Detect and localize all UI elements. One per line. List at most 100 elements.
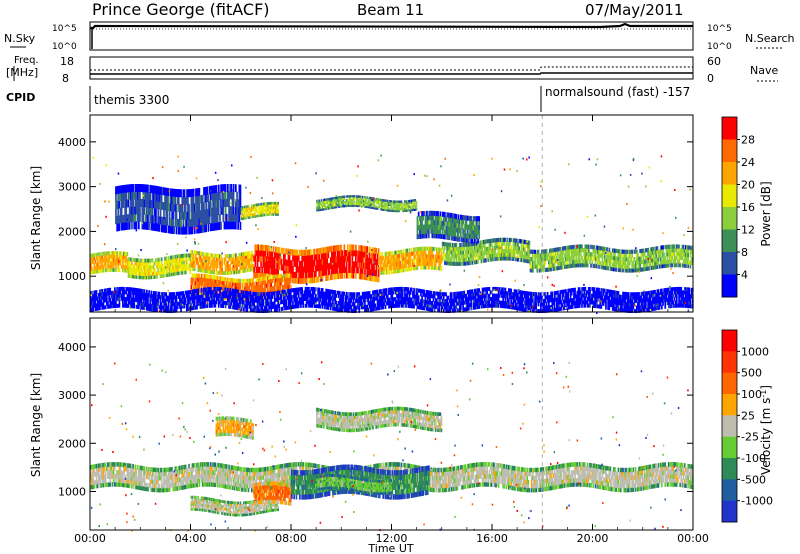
nsearch-tick-bottom: 10^0 <box>707 42 732 52</box>
x-axis-label: Time UT <box>367 542 413 554</box>
freq-tick-top: 18 <box>60 55 74 68</box>
velocity-cbar-swatch-8 <box>722 500 737 523</box>
freq-label-bottom: [MHz] <box>6 66 38 79</box>
freq-panel <box>89 56 694 80</box>
beam-label: Beam 11 <box>357 1 424 19</box>
power-speckles <box>90 154 694 314</box>
velocity-band-5 <box>215 416 254 440</box>
power-plot <box>90 115 694 314</box>
nsky-label: N.Sky <box>4 32 36 45</box>
station-title: Prince George (fitACF) <box>92 0 270 19</box>
date-label: 07/May/2011 <box>585 1 683 19</box>
velocity-cbar-tick-1: 500 <box>741 367 762 380</box>
power-ylabel: Slant Range [km] <box>29 166 43 270</box>
power-cbar-swatch-5 <box>722 229 737 253</box>
velocity-band-6 <box>316 406 443 433</box>
power-cbar-tick-1: 8 <box>741 246 748 259</box>
power-cbar-tick-0: 4 <box>741 269 748 282</box>
freq-trace <box>90 72 693 75</box>
nsky-tick-bottom: 10^0 <box>52 42 77 52</box>
power-band-9 <box>316 195 418 213</box>
nsearch-tick-top: 10^5 <box>707 24 732 34</box>
power-cbar-swatch-2 <box>722 162 737 185</box>
velocity-speckles <box>90 361 689 532</box>
nsky-tick-top: 10^5 <box>52 24 77 34</box>
power-ytick-label-3: 4000 <box>58 136 86 149</box>
velocity-cbar-tick-5: -100 <box>741 452 766 465</box>
power-colorbar-label: Power [dB] <box>759 181 773 246</box>
velocity-y-ticks: 1000 2000 3000 4000 <box>58 341 693 498</box>
power-cbar-tick-6: 28 <box>741 134 755 147</box>
power-ytick-label-0: 1000 <box>58 270 86 283</box>
power-cbar-tick-5: 24 <box>741 156 755 169</box>
x-tick-label-3: 12:00 <box>376 532 408 545</box>
power-cbar-tick-3: 16 <box>741 201 755 214</box>
power-band-6 <box>529 244 694 273</box>
velocity-band-4 <box>316 474 393 495</box>
x-tick-label-0: 00:00 <box>74 532 106 545</box>
velocity-cbar-tick-3: 25 <box>741 409 755 422</box>
x-axis-ticks: 00:00 04:00 08:00 12:00 16:00 20:00 00:00 <box>74 115 709 545</box>
velocity-cbar-swatch-2 <box>722 372 737 395</box>
x-tick-label-5: 20:00 <box>577 532 609 545</box>
x-tick-label-1: 04:00 <box>175 532 207 545</box>
power-band-0 <box>90 251 129 275</box>
x-tick-label-4: 16:00 <box>476 532 508 545</box>
power-cbar-swatch-0 <box>722 117 737 140</box>
velocity-ytick-label-3: 4000 <box>58 341 86 354</box>
power-band-11 <box>115 184 242 235</box>
freq-tick-bottom: 8 <box>62 72 69 85</box>
power-cbar-swatch-6 <box>722 252 737 275</box>
power-band-4 <box>378 246 443 275</box>
power-band-8 <box>240 201 279 221</box>
power-y-ticks: 1000 2000 3000 4000 <box>58 136 693 283</box>
nave-trace <box>90 66 693 71</box>
velocity-cbar-tick-2: 100 <box>741 388 762 401</box>
velocity-cbar-tick-7: -1000 <box>741 495 773 508</box>
power-cbar-swatch-1 <box>722 139 737 163</box>
velocity-colorbar-label: Velocity [m s-1] <box>759 385 774 475</box>
x-tick-label-2: 08:00 <box>275 532 307 545</box>
velocity-band-2 <box>253 481 292 506</box>
power-cbar-swatch-7 <box>722 274 737 298</box>
cpid-seg-1-text: normalsound (fast) -157 <box>545 85 690 99</box>
nsky-trace <box>90 22 693 30</box>
power-ytick-label-2: 3000 <box>58 181 86 194</box>
velocity-cbar-tick-4: -25 <box>741 431 759 444</box>
nave-label: Nave <box>750 64 778 77</box>
power-band-10 <box>416 210 480 244</box>
nsky-panel <box>89 21 694 51</box>
x-tick-label-6: 00:00 <box>677 532 709 545</box>
power-cbar-swatch-4 <box>722 207 737 230</box>
power-cbar-swatch-3 <box>722 184 737 208</box>
cpid-label: CPID <box>6 91 35 104</box>
power-cbar-tick-4: 20 <box>741 179 755 192</box>
velocity-plot <box>90 318 694 532</box>
velocity-cbar-swatch-3 <box>722 394 737 416</box>
velocity-ytick-label-0: 1000 <box>58 485 86 498</box>
velocity-ytick-label-2: 3000 <box>58 389 86 402</box>
nsearch-label: N.Search <box>745 32 795 45</box>
velocity-cbar-swatch-6 <box>722 458 737 480</box>
power-cbar-tick-2: 12 <box>741 224 755 237</box>
velocity-cbar-swatch-1 <box>722 351 737 373</box>
power-colorbar: 4 8 12 16 20 24 28 <box>721 116 755 298</box>
velocity-cbar-swatch-0 <box>722 330 737 352</box>
power-band-2 <box>190 250 254 275</box>
nave-tick-bottom: 0 <box>707 72 714 85</box>
power-band-5 <box>441 237 531 266</box>
power-band-1 <box>127 253 192 280</box>
cpid-seg-0-text: themis 3300 <box>94 93 169 107</box>
power-ytick-label-1: 2000 <box>58 225 86 238</box>
velocity-cbar-swatch-7 <box>722 479 737 501</box>
velocity-ylabel: Slant Range [km] <box>29 373 43 477</box>
velocity-cbar-swatch-5 <box>722 436 737 459</box>
velocity-colorbar: 1000 500 100 25 -25 -100 -500 -1000 <box>721 329 773 523</box>
velocity-ytick-label-1: 2000 <box>58 437 86 450</box>
nave-tick-top: 60 <box>707 55 721 68</box>
freq-label-top: Freq. <box>14 55 39 66</box>
velocity-cbar-swatch-4 <box>722 415 737 437</box>
velocity-cbar-tick-6: -500 <box>741 473 766 486</box>
velocity-cbar-tick-0: 1000 <box>741 345 769 358</box>
